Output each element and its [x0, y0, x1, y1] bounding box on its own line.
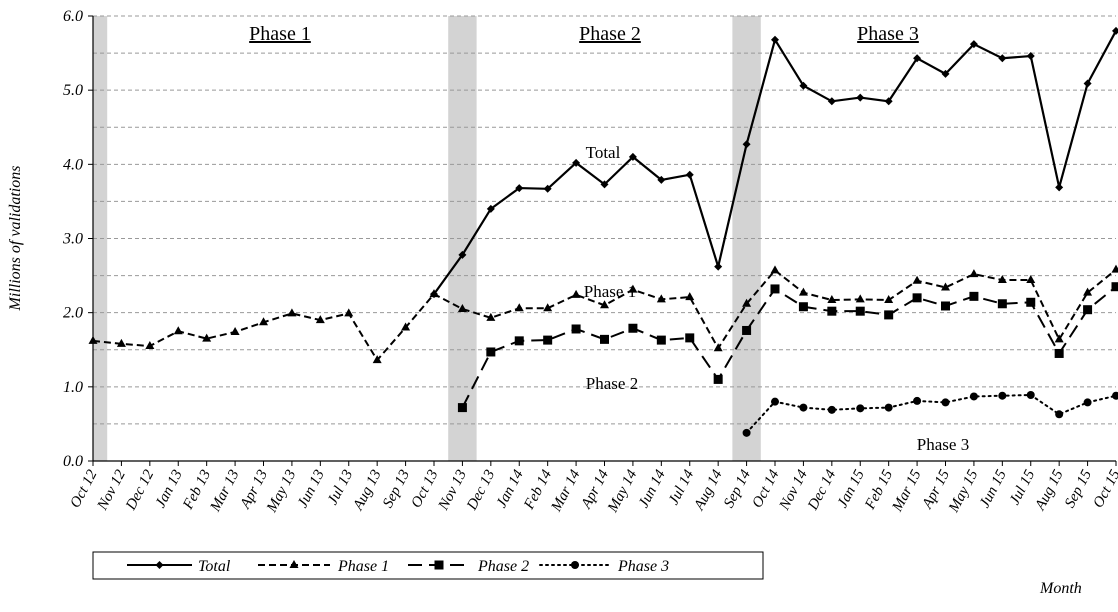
legend-label[interactable]: Phase 3 — [617, 558, 669, 575]
data-point — [884, 310, 893, 319]
data-point — [1112, 392, 1118, 400]
y-axis-label: Millions of validations — [7, 166, 24, 312]
data-point — [1083, 305, 1092, 314]
data-point — [1055, 349, 1064, 358]
x-tick-label: Sep 13 — [380, 467, 413, 510]
data-point — [572, 290, 581, 298]
x-axis-label: Month — [1039, 580, 1082, 597]
x-tick-label: Dec 14 — [805, 467, 840, 514]
data-point — [969, 269, 978, 277]
data-point — [685, 292, 694, 300]
y-tick-label: 6.0 — [63, 8, 83, 25]
line-label: Total — [586, 143, 621, 162]
line-label: Phase 3 — [917, 435, 969, 454]
data-point — [1112, 27, 1118, 35]
series-line — [434, 31, 1116, 294]
data-point — [856, 307, 865, 316]
data-point — [515, 336, 524, 345]
legend-label[interactable]: Phase 1 — [337, 558, 389, 575]
data-point — [657, 336, 666, 345]
data-point — [771, 398, 779, 406]
x-tick-label: Aug 14 — [691, 467, 726, 514]
data-point — [970, 392, 978, 400]
x-tick-label: Dec 12 — [123, 467, 158, 514]
x-tick-label: Aug 15 — [1032, 467, 1067, 514]
data-point — [600, 335, 609, 344]
data-point — [1084, 398, 1092, 406]
x-tick-label: Jun 14 — [636, 467, 669, 511]
data-point — [799, 404, 807, 412]
x-tick-label: Jun 15 — [977, 467, 1010, 511]
data-point — [515, 303, 524, 311]
legend-marker — [571, 561, 579, 569]
data-point — [628, 324, 637, 333]
data-point — [1112, 282, 1118, 291]
phase-heading: Phase 3 — [857, 23, 919, 45]
data-point — [174, 326, 183, 334]
data-point — [1084, 79, 1092, 87]
y-tick-label: 5.0 — [63, 82, 83, 99]
line-label: Phase 2 — [586, 374, 638, 393]
y-tick-label: 0.0 — [63, 453, 83, 470]
data-point — [1026, 298, 1035, 307]
y-tick-label: 4.0 — [63, 156, 83, 173]
data-point — [998, 392, 1006, 400]
data-point — [969, 292, 978, 301]
y-tick-label: 1.0 — [63, 379, 83, 396]
x-tick-label: Oct 15 — [1090, 467, 1118, 511]
data-point — [1027, 391, 1035, 399]
data-point — [913, 293, 922, 302]
data-point — [287, 308, 296, 316]
data-point — [885, 404, 893, 412]
legend-label[interactable]: Total — [198, 558, 231, 575]
data-point — [998, 299, 1007, 308]
data-point — [799, 288, 808, 296]
data-point — [771, 265, 780, 273]
data-point — [942, 398, 950, 406]
phase-heading: Phase 1 — [249, 23, 311, 45]
data-point — [1055, 183, 1063, 191]
data-point — [913, 276, 922, 284]
data-point — [686, 171, 694, 179]
data-point — [231, 327, 240, 335]
data-point — [458, 403, 467, 412]
data-point — [742, 326, 751, 335]
data-point — [856, 404, 864, 412]
data-point — [771, 284, 780, 293]
data-point — [1026, 275, 1035, 283]
phase-heading: Phase 2 — [579, 23, 641, 45]
data-point — [913, 397, 921, 405]
data-point — [486, 347, 495, 356]
data-point — [1055, 410, 1063, 418]
series-line — [462, 287, 1116, 408]
legend-label[interactable]: Phase 2 — [477, 558, 529, 575]
legend-marker — [435, 561, 444, 570]
legend-marker — [156, 561, 164, 569]
data-point — [827, 307, 836, 316]
data-point — [856, 94, 864, 102]
data-point — [543, 336, 552, 345]
data-point — [799, 302, 808, 311]
data-point — [828, 406, 836, 414]
data-point — [856, 294, 865, 302]
data-point — [941, 301, 950, 310]
data-point — [1112, 265, 1118, 273]
data-point — [714, 375, 723, 384]
data-point — [828, 97, 836, 105]
data-point — [714, 263, 722, 271]
x-tick-label: Jun 13 — [295, 467, 328, 510]
data-point — [743, 429, 751, 437]
data-point — [685, 333, 694, 342]
data-point — [998, 54, 1006, 62]
y-tick-label: 2.0 — [63, 305, 83, 322]
line-label: Phase 1 — [584, 282, 636, 301]
data-point — [572, 324, 581, 333]
y-tick-label: 3.0 — [62, 231, 83, 248]
